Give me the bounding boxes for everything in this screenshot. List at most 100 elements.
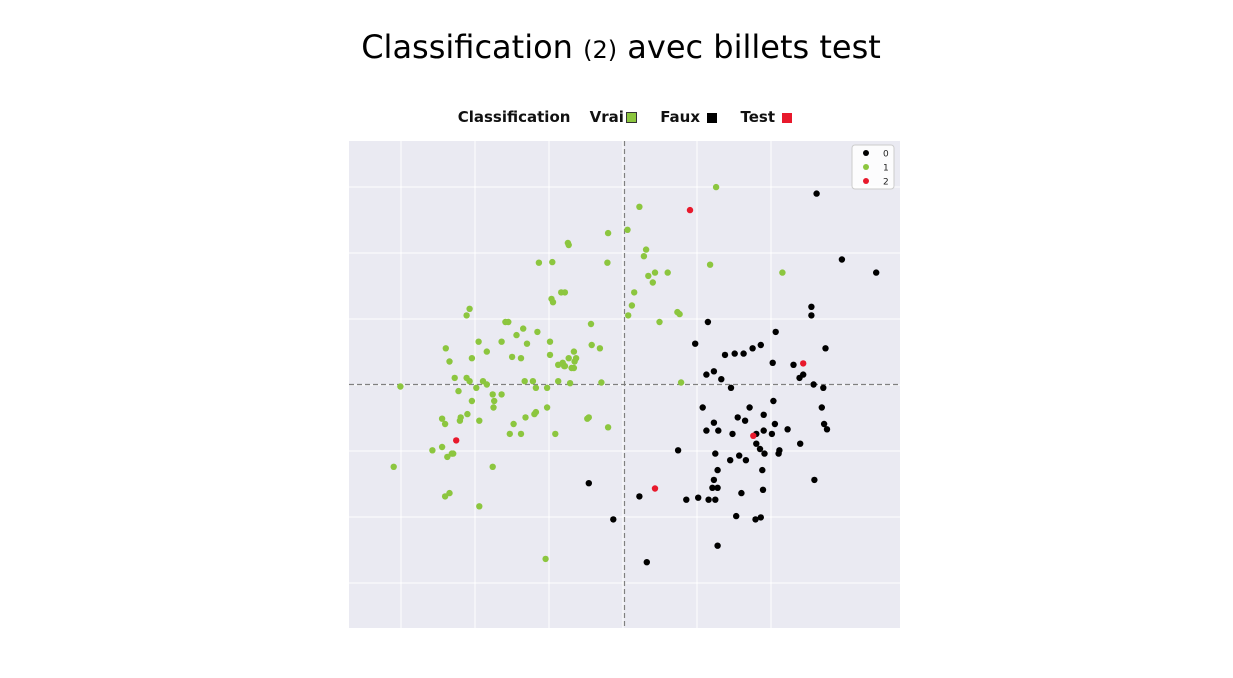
green-square-icon [625,112,637,123]
data-point-class-0 [712,496,719,503]
data-point-class-1 [438,443,446,451]
data-point-class-1 [677,379,685,386]
red-square-icon [782,113,793,123]
data-point-class-1 [640,253,648,260]
legend-label-2: 2 [883,178,889,188]
data-point-class-1 [548,295,555,303]
data-point-class-1 [561,289,569,296]
data-point-class-0 [768,430,776,438]
title-main-small: (2) [583,36,618,64]
data-point-class-2 [750,432,757,439]
data-point-class-1 [489,463,496,470]
data-point-class-1 [587,320,595,328]
data-point-class-0 [790,361,797,368]
data-point-class-0 [772,328,779,336]
data-point-class-1 [546,351,554,359]
data-point-class-0 [873,269,880,276]
data-point-class-1 [483,381,490,388]
data-point-class-0 [643,559,650,566]
data-point-class-1 [779,269,786,276]
legend-test-label: Test [740,108,776,126]
data-points [390,183,880,566]
data-point-class-0 [710,419,718,426]
data-point-class-1 [390,463,397,470]
classification-legend: Classification Vrai Faux Test [0,108,1233,126]
data-point-class-0 [818,404,825,411]
data-point-class-0 [703,371,710,378]
data-point-class-1 [571,358,578,365]
data-point-class-1 [549,258,556,266]
data-point-class-1 [706,261,714,268]
data-point-class-0 [703,427,710,434]
data-point-class-0 [636,493,643,500]
data-point-class-1 [498,391,505,398]
data-point-class-1 [473,384,480,391]
data-point-class-1 [532,384,540,391]
scatter-plot: 0 1 2 [349,141,900,628]
data-point-class-0 [710,476,718,484]
data-point-class-0 [800,371,807,378]
data-point-class-0 [705,496,712,503]
data-point-class-1 [397,383,404,390]
data-point-class-1 [517,430,525,438]
legend-vrai: Vrai [590,108,643,126]
data-point-class-1 [476,503,483,510]
legend-marker-0 [863,150,869,156]
data-point-class-0 [813,190,820,197]
data-point-class-1 [468,397,476,405]
data-point-class-0 [733,512,740,520]
data-point-class-0 [674,447,682,454]
legend-faux: Faux [660,108,722,126]
data-point-class-0 [736,452,743,459]
data-point-class-1 [651,269,659,276]
data-point-class-1 [446,358,453,365]
data-point-class-0 [759,486,767,493]
data-point-class-0 [760,411,767,418]
data-point-class-1 [604,424,612,431]
data-point-class-0 [695,494,702,501]
data-point-class-1 [664,269,671,276]
data-point-class-1 [555,378,562,385]
data-point-class-1 [642,246,650,253]
legend-label-1: 1 [883,164,889,174]
data-point-class-1 [513,331,520,339]
data-point-class-1 [535,259,543,266]
legend-marker-1 [863,164,869,170]
data-point-class-1 [534,328,541,336]
data-point-class-1 [429,447,436,454]
data-point-class-0 [808,312,815,319]
data-point-class-1 [476,417,483,424]
data-point-class-0 [760,427,767,434]
data-point-class-1 [456,417,464,424]
data-point-class-1 [588,341,595,349]
data-point-class-1 [466,378,473,385]
data-point-class-1 [649,279,656,286]
data-point-class-0 [808,303,815,310]
data-point-class-1 [517,355,525,362]
data-point-class-1 [444,453,451,461]
data-point-class-1 [464,410,471,418]
plot-legend: 0 1 2 [851,144,895,190]
data-point-class-1 [604,259,611,266]
data-point-class-1 [466,305,473,312]
legend-label-0: 0 [883,150,889,160]
data-point-class-0 [753,440,760,447]
data-point-class-2 [686,206,694,214]
data-point-class-1 [598,379,605,386]
data-point-class-1 [441,420,449,428]
data-point-class-1 [570,364,578,372]
data-point-class-0 [797,440,804,447]
legend-marker-2 [863,178,869,184]
data-point-class-0 [820,384,827,391]
data-point-class-0 [740,350,747,357]
data-point-class-1 [565,241,572,249]
data-point-class-0 [734,414,741,421]
data-point-class-0 [610,516,617,523]
data-point-class-1 [498,338,505,345]
data-point-class-1 [523,340,531,347]
data-point-class-0 [712,450,719,457]
data-point-class-0 [761,450,768,457]
data-point-class-0 [741,417,749,424]
data-point-class-1 [596,345,604,352]
data-point-class-0 [718,376,725,383]
